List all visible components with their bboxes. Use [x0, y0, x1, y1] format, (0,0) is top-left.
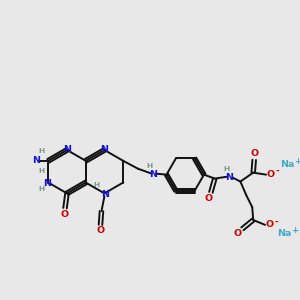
Text: Na: Na — [280, 160, 295, 169]
Text: N: N — [226, 173, 234, 182]
Text: H: H — [94, 182, 100, 188]
Text: -: - — [274, 218, 278, 226]
Text: -: - — [275, 167, 279, 176]
Text: +: + — [291, 226, 298, 235]
Text: O: O — [61, 209, 69, 218]
Text: H: H — [38, 168, 44, 174]
Text: O: O — [205, 194, 213, 203]
Text: Na: Na — [278, 229, 292, 238]
Text: N: N — [100, 145, 108, 154]
Text: +: + — [294, 157, 300, 166]
Text: O: O — [266, 220, 274, 230]
Text: H: H — [38, 148, 44, 154]
Text: N: N — [43, 179, 51, 188]
Text: O: O — [250, 149, 258, 158]
Text: N: N — [149, 170, 157, 179]
Text: O: O — [96, 226, 105, 235]
Text: H: H — [38, 186, 44, 192]
Text: H: H — [224, 166, 230, 172]
Text: O: O — [267, 170, 275, 179]
Text: N: N — [63, 145, 71, 154]
Text: N: N — [32, 156, 40, 165]
Text: O: O — [233, 229, 242, 238]
Text: H: H — [147, 163, 153, 169]
Text: N: N — [101, 190, 110, 199]
